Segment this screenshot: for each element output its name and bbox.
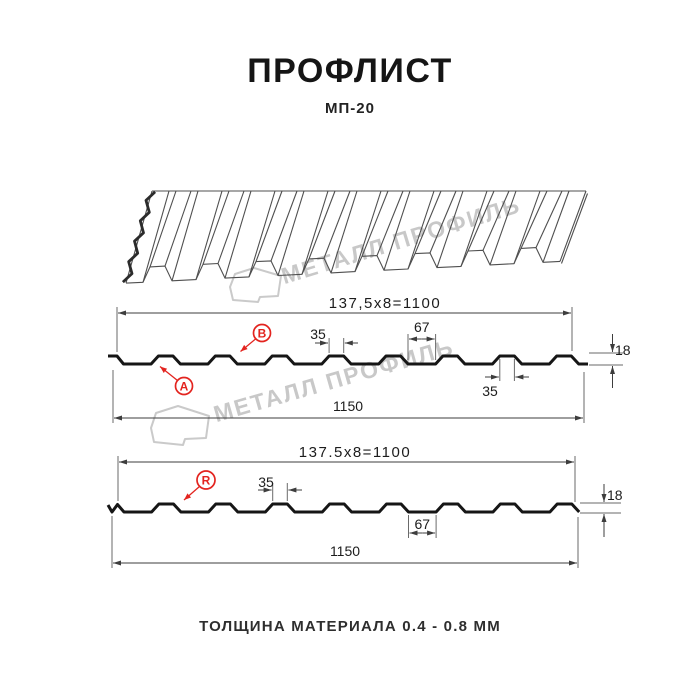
rib-line [330, 190, 358, 274]
side-label-r-text: R [202, 474, 211, 488]
rib-line [414, 190, 442, 254]
rib-line [323, 190, 351, 259]
side-label-a: A [159, 365, 194, 396]
cross-section-side-r: 137.5x8=1100 1150 35 67 18 R [106, 444, 623, 568]
rib-line [248, 190, 276, 278]
dim-rib-top: 35 [310, 326, 326, 342]
dim-width-formula: 137,5x8=1100 [329, 295, 441, 312]
rib-line [354, 190, 382, 272]
sheet-3d-view [121, 190, 589, 284]
rib-line [171, 190, 199, 281]
rib-line [429, 190, 457, 254]
profile-outline [108, 354, 588, 366]
brand-logo-watermark [146, 400, 212, 453]
dim-valley: 67 [414, 319, 430, 335]
rib-line [489, 190, 517, 266]
rib-line [164, 190, 192, 267]
dim-height: 18 [615, 342, 631, 358]
side-label-b: B [240, 323, 272, 352]
dim-rib-bottom: 35 [482, 383, 498, 399]
side-label-b-text: B [258, 327, 267, 341]
rib-line [467, 190, 495, 252]
side-label-a-text: A [180, 380, 189, 394]
rib-line [436, 190, 464, 268]
dim-overall-width: 1150 [333, 398, 363, 414]
profile-outline [106, 502, 581, 514]
material-thickness-note: ТОЛЩИНА МАТЕРИАЛА 0.4 - 0.8 ММ [199, 618, 501, 635]
rib-line [407, 190, 435, 270]
rib-line [142, 190, 170, 283]
rib-line [195, 190, 223, 280]
dim-rib-top: 35 [258, 474, 274, 490]
rib-line [513, 190, 541, 264]
dim-overall-width: 1150 [330, 543, 360, 559]
sheet-cut-edge [121, 190, 157, 284]
brand-logo-watermark [226, 262, 283, 310]
rib-line [270, 190, 298, 262]
rib-line [301, 190, 329, 275]
dim-width-formula: 137.5x8=1100 [299, 444, 411, 461]
rib-line [361, 190, 389, 257]
dim-valley: 67 [415, 516, 431, 532]
rib-line [482, 190, 510, 251]
profile-model: МП-20 [325, 100, 375, 117]
rib-line [383, 190, 411, 271]
dim-height: 18 [607, 487, 623, 503]
rib-line [255, 190, 283, 262]
rib-line [149, 190, 177, 268]
sheet-front-edge [125, 247, 561, 284]
rib-line [308, 190, 336, 260]
rib-line [559, 190, 587, 262]
side-label-r: R [183, 470, 216, 501]
rib-line [542, 190, 570, 263]
rib-line [202, 190, 230, 265]
page-title: ПРОФЛИСТ [247, 52, 453, 90]
rib-line [376, 190, 404, 256]
rib-line [535, 190, 563, 248]
rib-line [217, 190, 245, 264]
rib-line [460, 190, 488, 267]
rib-line [224, 190, 252, 279]
sheet-right-edge [560, 193, 589, 264]
rib-line [520, 190, 548, 249]
rib-line [277, 190, 305, 276]
cross-section-side-a: 137,5x8=1100 1150 35 67 18 35 A B [108, 295, 631, 423]
